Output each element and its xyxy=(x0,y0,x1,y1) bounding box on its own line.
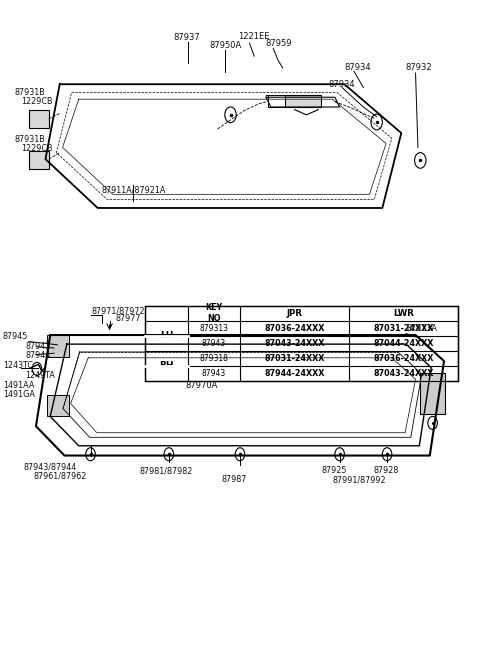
Text: 879318: 879318 xyxy=(200,353,228,363)
FancyBboxPatch shape xyxy=(29,150,49,169)
Text: 87987: 87987 xyxy=(222,475,247,484)
Text: 87977: 87977 xyxy=(115,314,141,323)
Text: 87923A: 87923A xyxy=(406,324,437,333)
FancyBboxPatch shape xyxy=(145,306,458,380)
Text: 87911A/87921A: 87911A/87921A xyxy=(101,185,166,194)
Text: RH: RH xyxy=(159,361,174,370)
FancyBboxPatch shape xyxy=(420,373,445,415)
Text: 87937: 87937 xyxy=(173,33,200,42)
Text: 87970A: 87970A xyxy=(186,381,218,390)
Text: 87043-24XXX: 87043-24XXX xyxy=(264,338,325,348)
Text: JPR: JPR xyxy=(287,309,302,318)
Text: 1221EE: 1221EE xyxy=(239,32,270,41)
Text: KEY
NO: KEY NO xyxy=(205,304,223,323)
Text: 1249TA: 1249TA xyxy=(25,371,55,380)
FancyBboxPatch shape xyxy=(29,110,49,128)
Text: 87044-24XXX: 87044-24XXX xyxy=(373,338,434,348)
Text: 1229CB: 1229CB xyxy=(21,144,52,153)
Text: 87031-24XXX: 87031-24XXX xyxy=(264,353,325,363)
Text: 87925: 87925 xyxy=(321,466,347,475)
Text: 87043-24XXX: 87043-24XXX xyxy=(373,369,434,378)
Text: 87943: 87943 xyxy=(25,342,51,351)
Text: 1229CB: 1229CB xyxy=(21,97,52,106)
Text: 87961/87962: 87961/87962 xyxy=(33,471,86,480)
Text: LH: LH xyxy=(160,331,173,340)
Text: 87031-24XXX: 87031-24XXX xyxy=(373,324,434,332)
Text: 87931B: 87931B xyxy=(14,88,46,97)
Text: 87991/87992: 87991/87992 xyxy=(333,475,386,484)
Text: 87934: 87934 xyxy=(344,64,371,72)
Text: 87931B: 87931B xyxy=(14,135,46,144)
Text: LWR: LWR xyxy=(393,309,414,318)
Text: 87932: 87932 xyxy=(405,64,432,72)
Text: 87945: 87945 xyxy=(3,332,28,342)
FancyBboxPatch shape xyxy=(47,335,69,357)
Text: 87944-24XXX: 87944-24XXX xyxy=(264,369,325,378)
Text: 87943: 87943 xyxy=(202,369,226,378)
Text: 87934: 87934 xyxy=(329,79,355,89)
Text: 87036-24XXX: 87036-24XXX xyxy=(264,324,325,332)
Text: 87981/87982: 87981/87982 xyxy=(140,466,193,475)
FancyBboxPatch shape xyxy=(285,95,321,107)
Text: 87944: 87944 xyxy=(25,351,51,360)
Text: 87036-24XXX: 87036-24XXX xyxy=(373,353,434,363)
Text: 87928: 87928 xyxy=(373,466,399,475)
Text: 1243TC: 1243TC xyxy=(3,361,33,370)
Text: 879313: 879313 xyxy=(199,324,228,332)
FancyBboxPatch shape xyxy=(47,395,69,416)
Text: 87943/87944: 87943/87944 xyxy=(24,462,77,471)
Text: 87971/87972: 87971/87972 xyxy=(92,306,145,315)
Text: 87959: 87959 xyxy=(265,39,292,49)
Text: 1491GA: 1491GA xyxy=(3,390,35,399)
Text: 87943: 87943 xyxy=(202,338,226,348)
Text: 87950A: 87950A xyxy=(210,41,242,50)
Text: 1491AA: 1491AA xyxy=(3,381,34,390)
